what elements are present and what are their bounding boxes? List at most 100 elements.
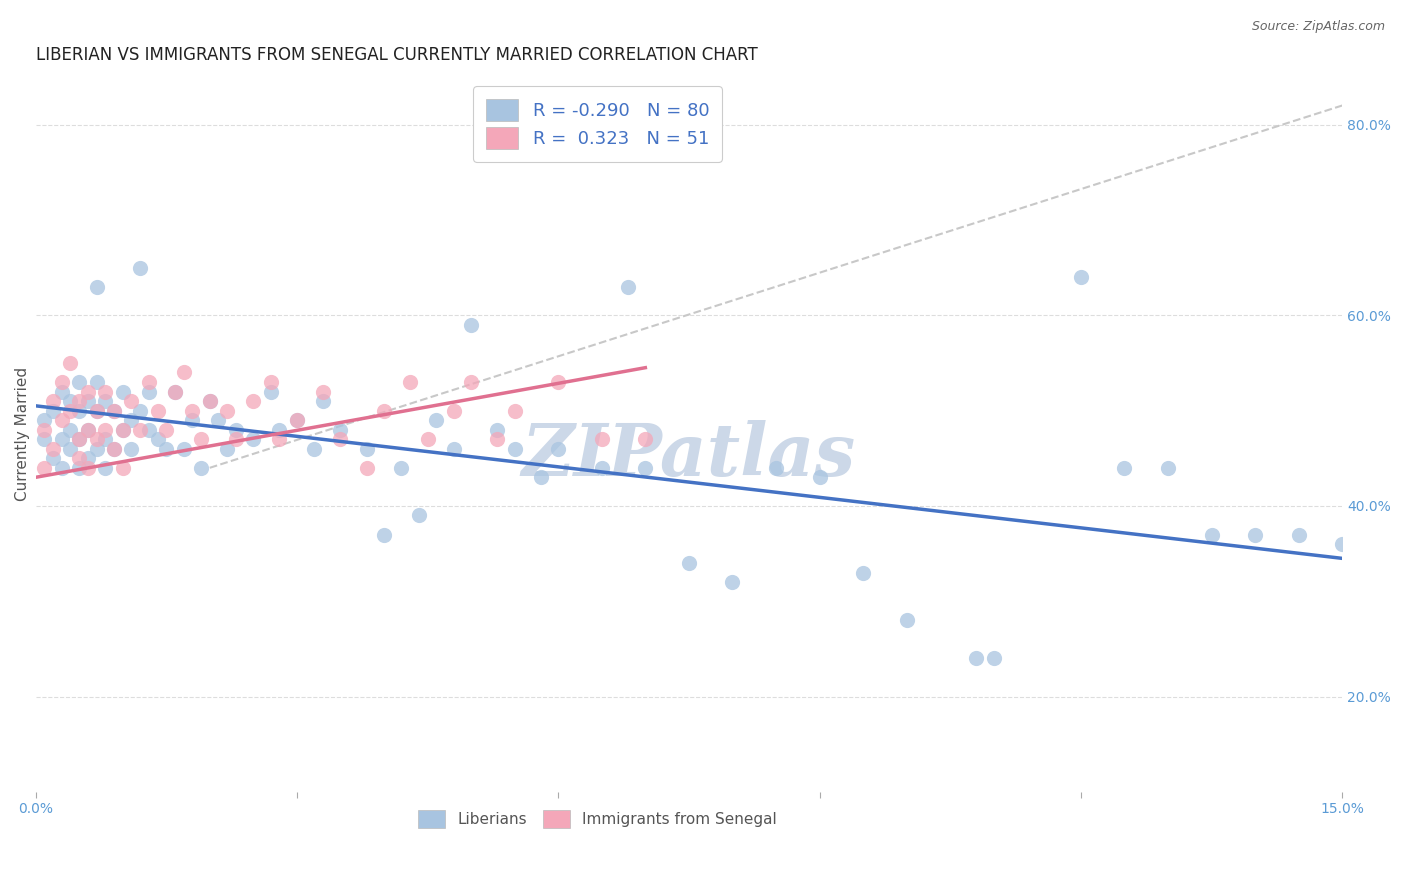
Point <box>721 575 744 590</box>
Point <box>163 384 186 399</box>
Point <box>76 394 98 409</box>
Point <box>76 423 98 437</box>
Point <box>269 423 291 437</box>
Point <box>103 403 125 417</box>
Point <box>617 279 640 293</box>
Point <box>965 651 987 665</box>
Point <box>76 384 98 399</box>
Point <box>94 423 117 437</box>
Point <box>138 423 160 437</box>
Point <box>129 260 152 275</box>
Point <box>225 432 247 446</box>
Point <box>356 460 378 475</box>
Point <box>1244 527 1267 541</box>
Point <box>59 394 82 409</box>
Point <box>32 460 55 475</box>
Point <box>51 375 73 389</box>
Point <box>217 403 239 417</box>
Point <box>329 432 352 446</box>
Point <box>94 460 117 475</box>
Point <box>51 460 73 475</box>
Point <box>67 460 90 475</box>
Point <box>86 375 108 389</box>
Point <box>312 394 335 409</box>
Point <box>443 442 465 456</box>
Point <box>1157 460 1180 475</box>
Point <box>260 375 283 389</box>
Point <box>76 451 98 466</box>
Point <box>373 527 395 541</box>
Point <box>1288 527 1310 541</box>
Point <box>111 460 134 475</box>
Point <box>59 442 82 456</box>
Point <box>51 413 73 427</box>
Point <box>242 432 264 446</box>
Point <box>207 413 229 427</box>
Point <box>503 442 526 456</box>
Point <box>765 460 787 475</box>
Y-axis label: Currently Married: Currently Married <box>15 368 30 501</box>
Point <box>530 470 553 484</box>
Point <box>634 460 657 475</box>
Point <box>42 394 65 409</box>
Text: LIBERIAN VS IMMIGRANTS FROM SENEGAL CURRENTLY MARRIED CORRELATION CHART: LIBERIAN VS IMMIGRANTS FROM SENEGAL CURR… <box>35 46 758 64</box>
Point <box>67 451 90 466</box>
Point <box>94 394 117 409</box>
Point <box>173 442 195 456</box>
Point <box>173 366 195 380</box>
Point <box>111 384 134 399</box>
Point <box>146 432 169 446</box>
Point <box>486 432 509 446</box>
Point <box>678 556 700 570</box>
Point <box>1070 270 1092 285</box>
Point <box>111 423 134 437</box>
Point <box>591 432 613 446</box>
Point <box>460 375 482 389</box>
Point <box>103 442 125 456</box>
Point <box>547 442 569 456</box>
Point <box>503 403 526 417</box>
Point <box>329 423 352 437</box>
Point <box>260 384 283 399</box>
Point <box>94 432 117 446</box>
Point <box>983 651 1005 665</box>
Point <box>86 403 108 417</box>
Point <box>356 442 378 456</box>
Point <box>76 460 98 475</box>
Point <box>852 566 875 580</box>
Point <box>155 442 177 456</box>
Point <box>103 442 125 456</box>
Legend: Liberians, Immigrants from Senegal: Liberians, Immigrants from Senegal <box>412 804 783 834</box>
Point <box>86 403 108 417</box>
Point <box>269 432 291 446</box>
Point <box>138 375 160 389</box>
Point <box>634 432 657 446</box>
Point <box>111 423 134 437</box>
Point <box>120 394 142 409</box>
Point <box>42 451 65 466</box>
Point <box>59 403 82 417</box>
Point <box>242 394 264 409</box>
Point <box>312 384 335 399</box>
Point <box>51 384 73 399</box>
Point <box>120 442 142 456</box>
Point <box>76 423 98 437</box>
Point <box>129 423 152 437</box>
Point <box>460 318 482 332</box>
Point <box>225 423 247 437</box>
Point <box>86 442 108 456</box>
Point <box>86 279 108 293</box>
Point <box>155 423 177 437</box>
Point <box>42 442 65 456</box>
Point <box>408 508 430 523</box>
Point <box>591 460 613 475</box>
Point <box>181 403 204 417</box>
Point <box>443 403 465 417</box>
Point <box>42 403 65 417</box>
Point <box>67 375 90 389</box>
Point <box>67 432 90 446</box>
Point <box>285 413 308 427</box>
Point <box>59 423 82 437</box>
Text: Source: ZipAtlas.com: Source: ZipAtlas.com <box>1251 20 1385 33</box>
Point <box>190 432 212 446</box>
